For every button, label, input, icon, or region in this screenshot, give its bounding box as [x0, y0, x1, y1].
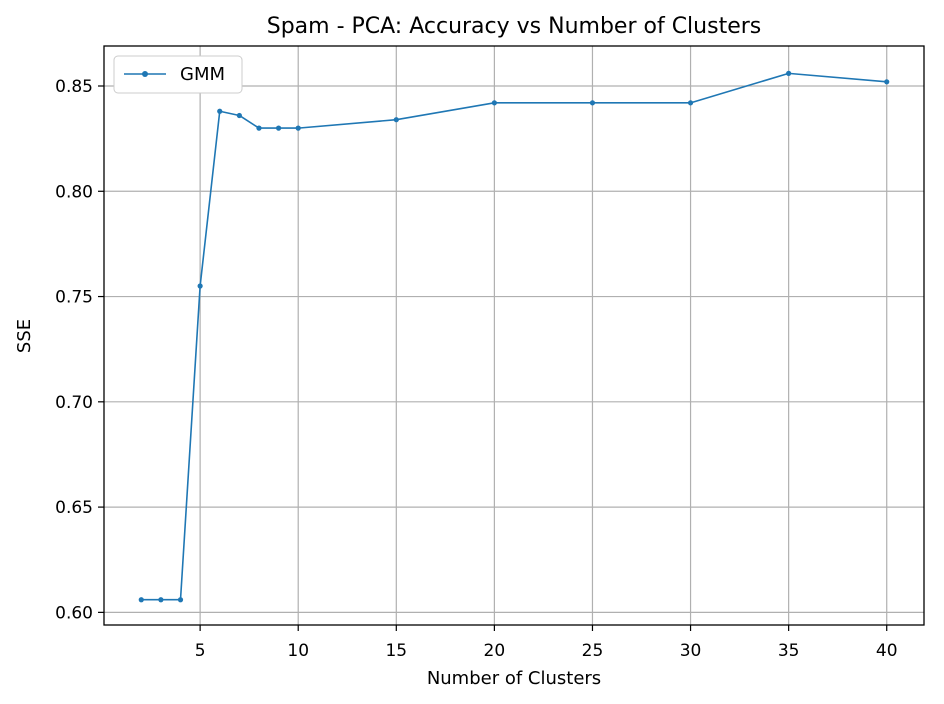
data-point [687, 100, 694, 106]
data-point [236, 112, 242, 119]
ticks: 5 10 15 20 25 30 35 40 0.60 0.65 0.70 0.75 0.80 0.85 [55, 77, 897, 661]
y-axis-label: SSE [14, 319, 35, 353]
data-point [589, 100, 596, 106]
grid [104, 46, 924, 625]
data-point [275, 125, 282, 131]
x-tick-label: 30 [680, 641, 702, 661]
legend-box [113, 55, 243, 94]
data-point [295, 125, 301, 131]
y-tick-label: 0.80 [55, 182, 93, 202]
x-tick-label: 10 [287, 641, 309, 661]
data-point [884, 79, 890, 85]
data-point [256, 125, 262, 131]
y-tick-label: 0.85 [55, 77, 93, 97]
data-point [197, 283, 203, 289]
x-tick-label: 20 [484, 641, 506, 661]
x-axis-label: Number of Clusters [427, 668, 601, 689]
data-point [177, 597, 184, 603]
x-tick-label: 15 [385, 641, 407, 661]
chart-title: Spam - PCA: Accuracy vs Number of Cluste… [267, 14, 761, 39]
data-point [217, 108, 223, 114]
y-tick-label: 0.70 [55, 393, 93, 413]
legend-label-gmm: GMM [180, 64, 225, 85]
data-point [158, 597, 164, 603]
x-tick-label: 25 [582, 641, 604, 661]
series-layer [138, 70, 890, 603]
data-point [393, 117, 399, 123]
plot-frame [103, 45, 925, 626]
legend: GMM [113, 55, 243, 94]
x-tick-label: 35 [778, 641, 800, 661]
x-tick-label: 5 [195, 641, 206, 661]
y-tick-label: 0.65 [55, 498, 93, 518]
y-tick-label: 0.60 [55, 603, 93, 623]
y-tick-label: 0.75 [55, 288, 93, 308]
legend-marker-swatch [142, 71, 148, 77]
data-point [138, 597, 144, 603]
data-point [491, 100, 497, 106]
x-tick-label: 40 [876, 641, 898, 661]
data-point [786, 70, 792, 76]
